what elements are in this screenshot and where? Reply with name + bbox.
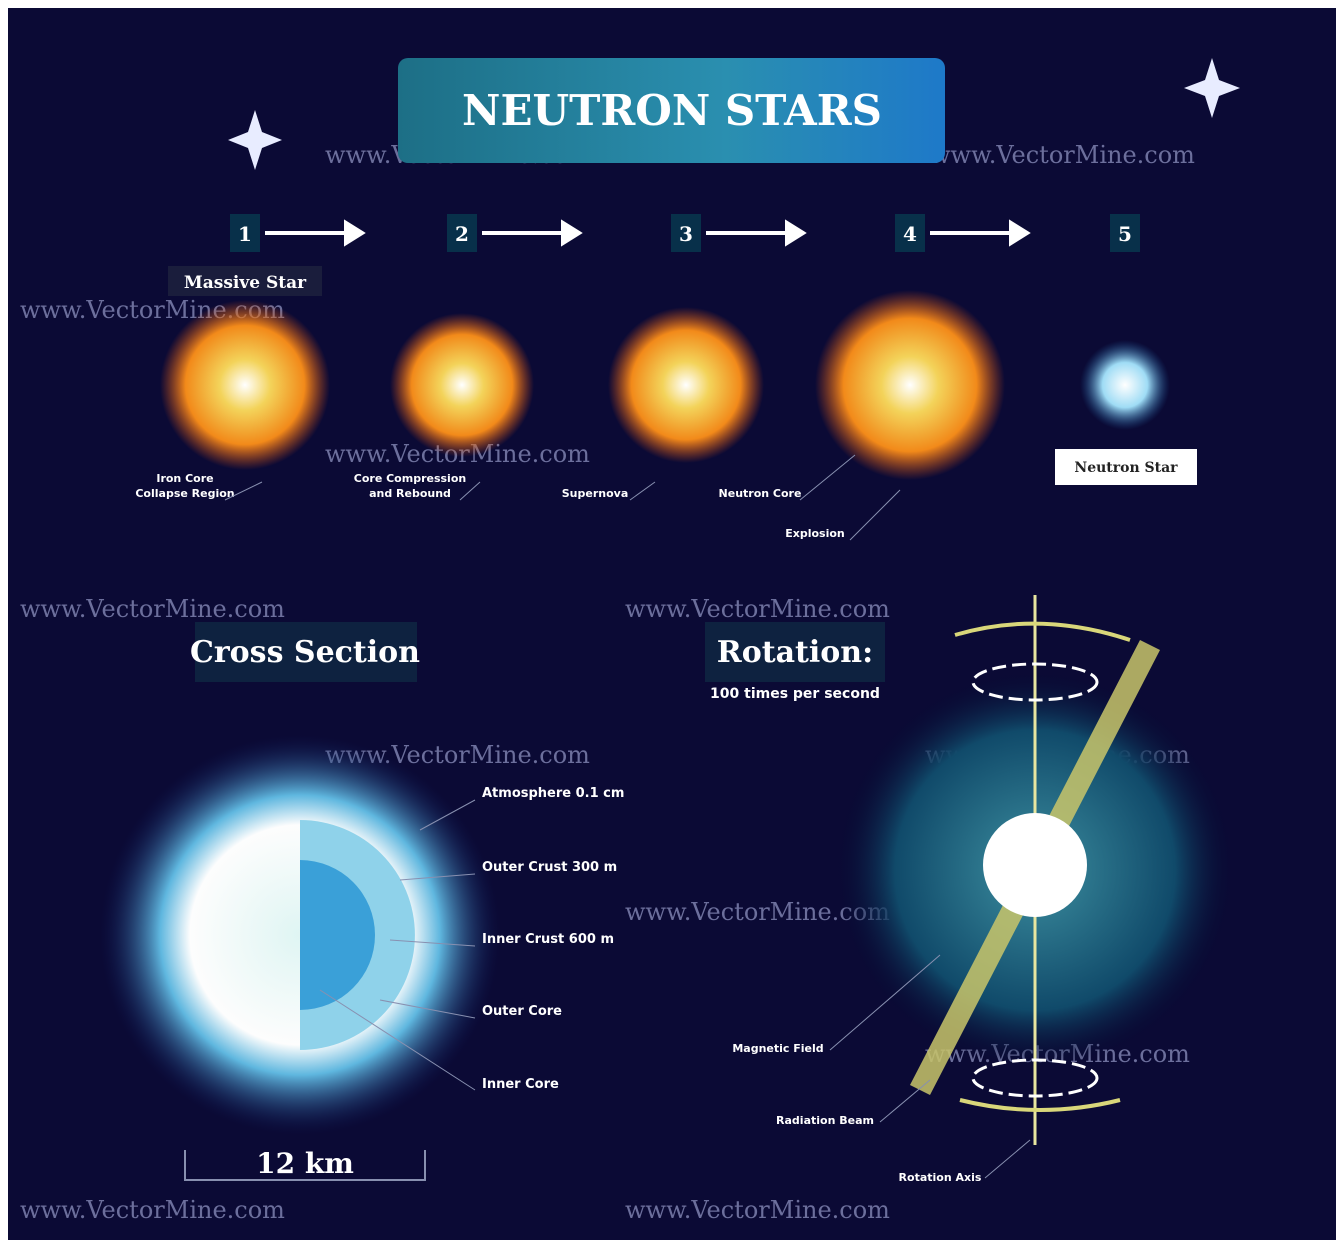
watermark: www.VectorMine.com bbox=[625, 595, 890, 623]
watermark: www.VectorMine.com bbox=[930, 141, 1195, 169]
section-title: Cross Section bbox=[190, 635, 420, 670]
rotation-label: Magnetic Field bbox=[732, 1042, 823, 1055]
watermark: www.VectorMine.com bbox=[20, 595, 285, 623]
star bbox=[390, 313, 534, 457]
neutron-star bbox=[1080, 340, 1170, 430]
caption: Explosion bbox=[785, 527, 845, 540]
layer-label: Inner Crust 600 m bbox=[482, 932, 614, 947]
star bbox=[608, 307, 764, 463]
scale-label: 12 km bbox=[256, 1147, 354, 1180]
star bbox=[815, 290, 1005, 480]
star bbox=[160, 300, 330, 470]
rotation-label: Rotation Axis bbox=[899, 1171, 982, 1184]
title: NEUTRON STARS bbox=[462, 86, 882, 135]
caption: Iron Core bbox=[156, 472, 213, 485]
neutron-star-core bbox=[983, 813, 1087, 917]
caption: Core Compression bbox=[354, 472, 466, 485]
stage-number: 1 bbox=[238, 222, 252, 246]
stage-number: 5 bbox=[1118, 222, 1132, 246]
layer-label: Outer Crust 300 m bbox=[482, 860, 617, 875]
infographic: www.VectorMine.com www.VectorMine.com ww… bbox=[0, 0, 1340, 1241]
caption: Collapse Region bbox=[135, 487, 234, 500]
stage-label: Massive Star bbox=[184, 273, 307, 293]
section-title: Rotation: bbox=[717, 635, 873, 670]
caption: and Rebound bbox=[369, 487, 451, 500]
caption: Neutron Core bbox=[719, 487, 802, 500]
watermark: www.VectorMine.com bbox=[625, 1196, 890, 1224]
layer-label: Atmosphere 0.1 cm bbox=[482, 786, 624, 801]
caption: Supernova bbox=[562, 487, 629, 500]
stage-number: 2 bbox=[455, 222, 469, 246]
layer-label: Inner Core bbox=[482, 1077, 559, 1092]
stage-number: 3 bbox=[679, 222, 693, 246]
layer-label: Outer Core bbox=[482, 1004, 562, 1019]
stage-number: 4 bbox=[903, 222, 917, 246]
section-subtitle: 100 times per second bbox=[710, 686, 880, 702]
rotation-label: Radiation Beam bbox=[776, 1114, 874, 1127]
stage-label: Neutron Star bbox=[1074, 460, 1178, 476]
watermark: www.VectorMine.com bbox=[20, 1196, 285, 1224]
